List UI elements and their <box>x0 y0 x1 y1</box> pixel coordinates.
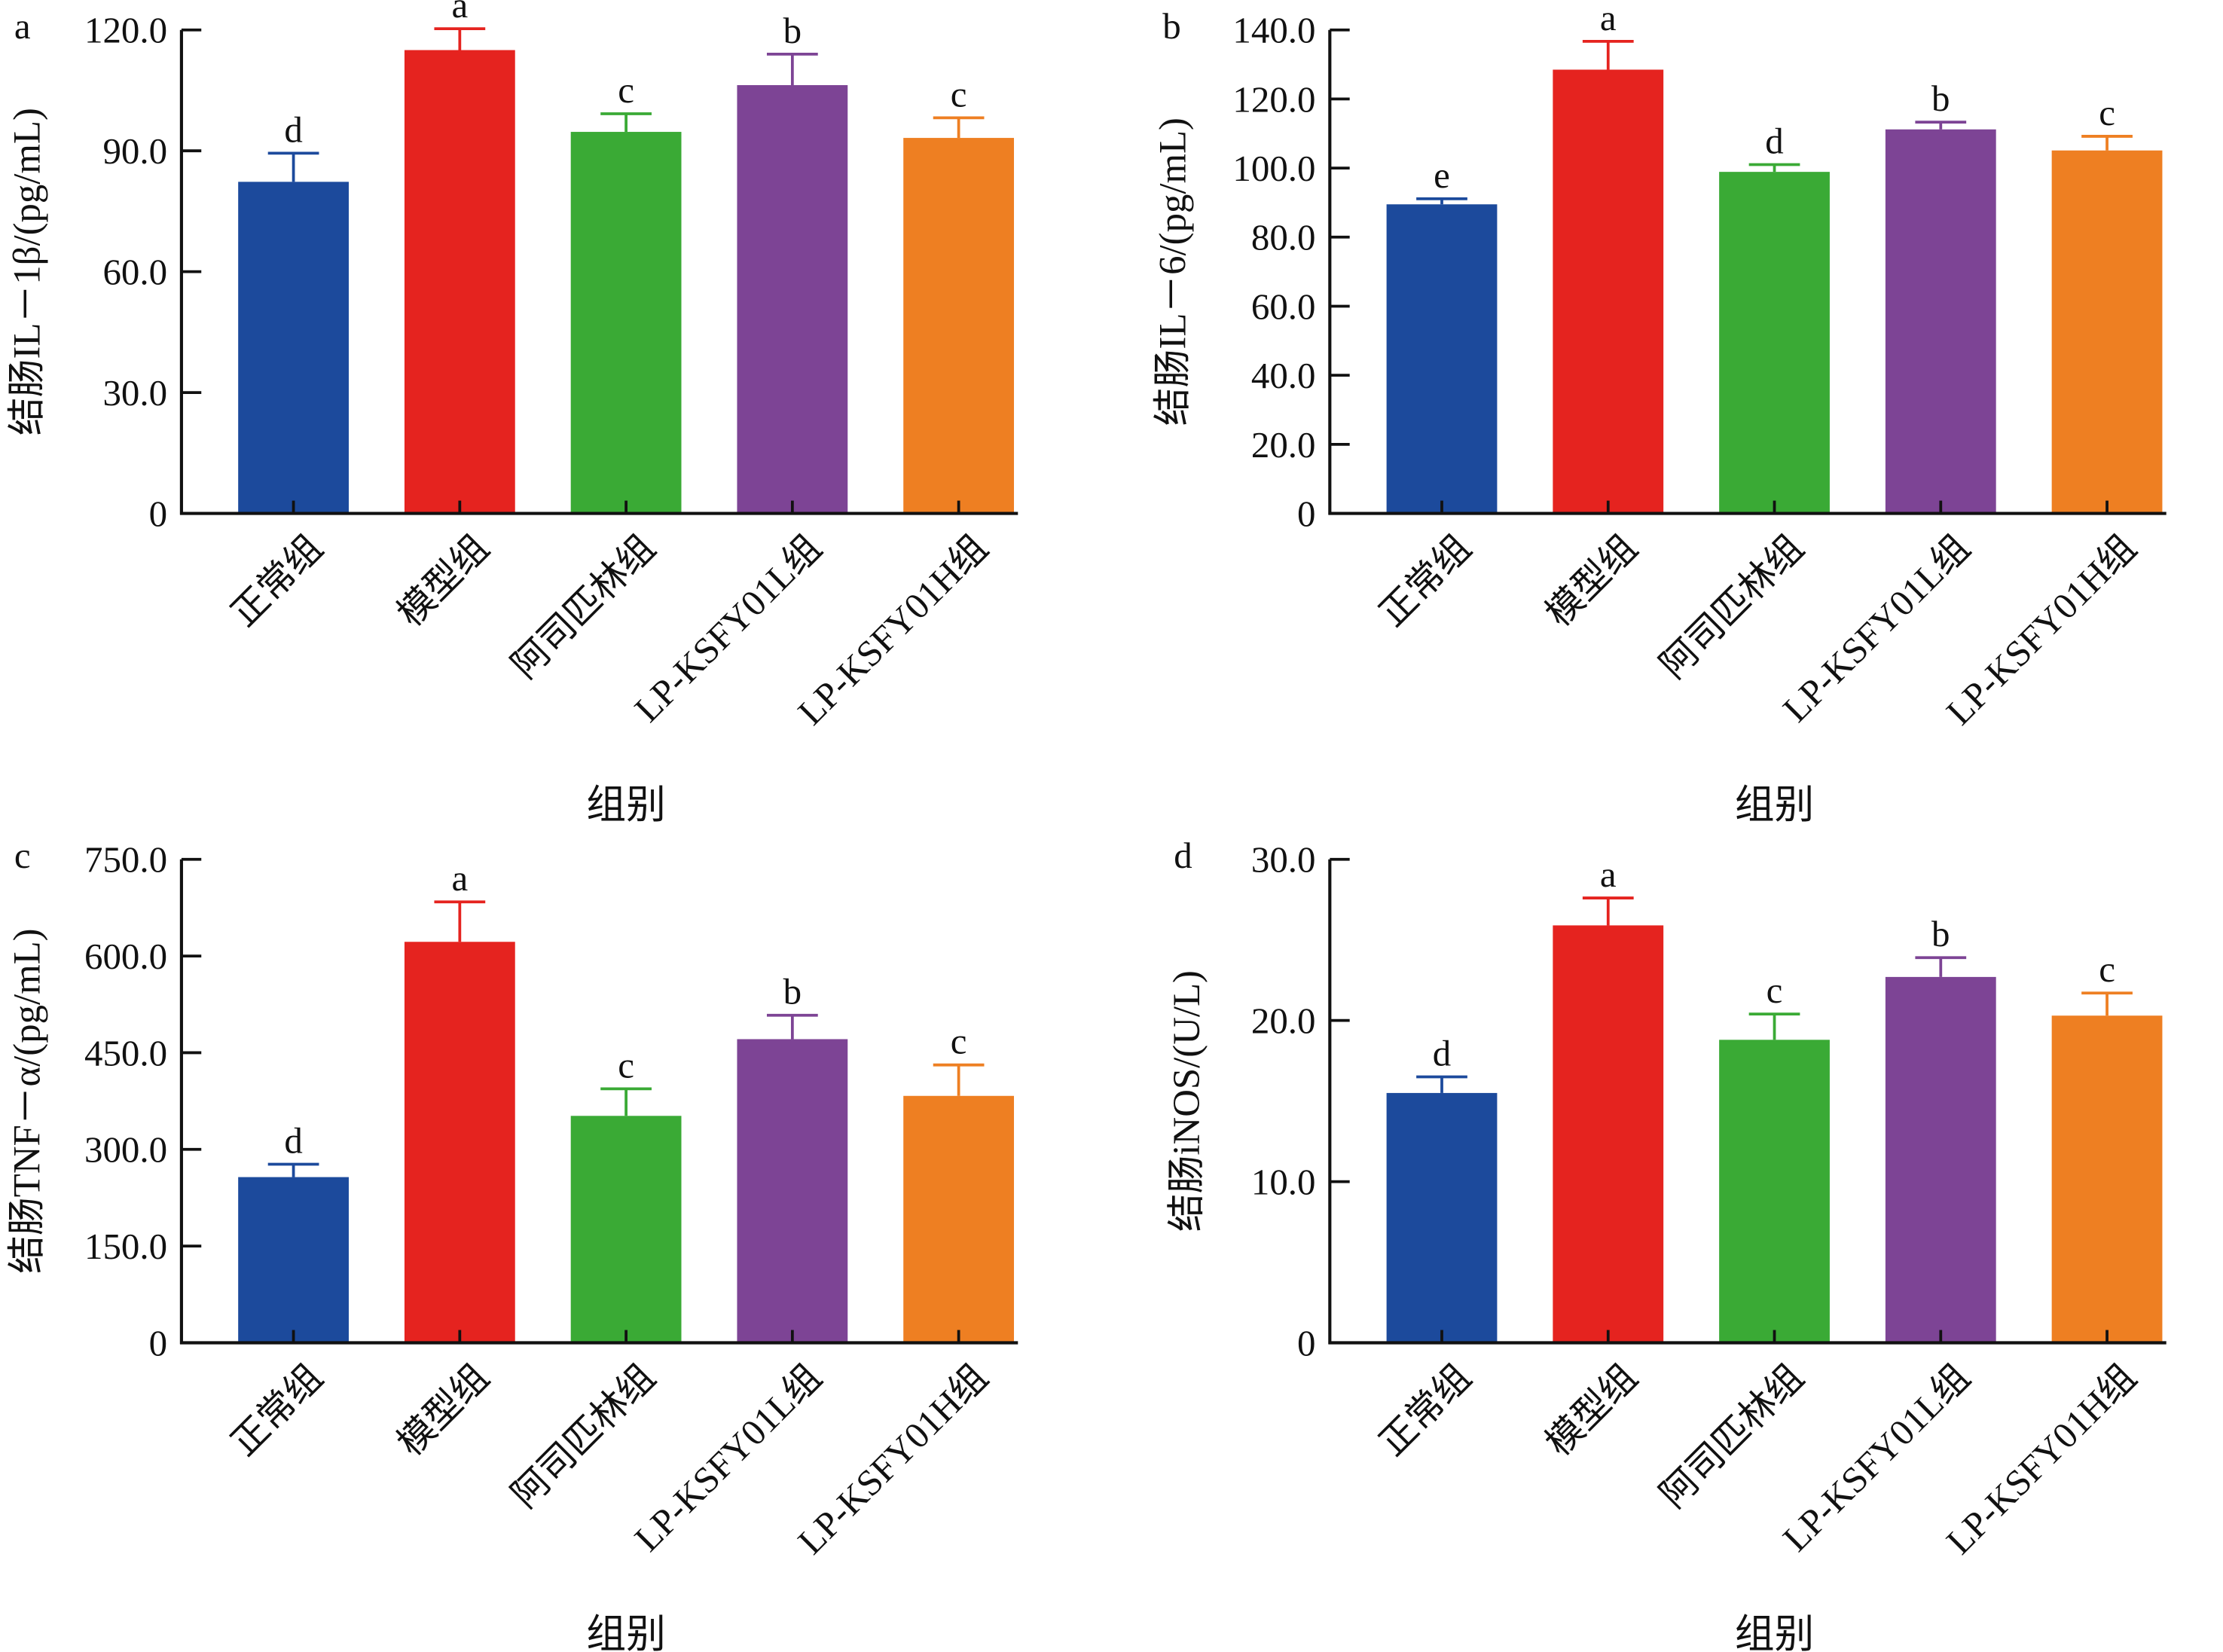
y-axis-title: 结肠IL－6/(pg/mL) <box>1151 118 1193 426</box>
x-tick-label: 阿司匹林组 <box>503 527 663 686</box>
y-tick-label: 0 <box>149 493 167 534</box>
y-tick-label: 0 <box>1297 1322 1315 1363</box>
x-tick-label: 模型组 <box>1537 1356 1645 1464</box>
significance-label: c <box>618 69 634 111</box>
bar <box>1553 69 1664 514</box>
bar <box>570 132 682 514</box>
x-axis-title: 组别 <box>1735 1613 1814 1652</box>
bar <box>404 942 515 1343</box>
y-tick-label: 0 <box>149 1322 167 1363</box>
bar <box>1386 1092 1498 1343</box>
x-tick-label: 阿司匹林组 <box>1652 1356 1812 1516</box>
y-tick-label: 140.0 <box>1232 10 1315 51</box>
significance-label: c <box>618 1044 634 1086</box>
significance-label: b <box>783 10 802 51</box>
y-tick-label: 0 <box>1297 493 1315 534</box>
bar <box>903 1095 1015 1343</box>
x-tick-label: 阿司匹林组 <box>1652 527 1812 686</box>
y-tick-label: 60.0 <box>102 252 167 293</box>
chart-panel-b: be正常组a模型组d阿司匹林组bLP-KSFY01L组cLP-KSFY01H组0… <box>1151 0 2167 827</box>
panel-letter: a <box>14 5 31 47</box>
y-tick-label: 150.0 <box>84 1226 167 1267</box>
y-tick-label: 30.0 <box>1251 839 1316 881</box>
significance-label: c <box>2099 948 2115 990</box>
bar <box>570 1116 682 1343</box>
y-tick-label: 90.0 <box>102 130 167 172</box>
chart-panel-a: ad正常组a模型组c阿司匹林组bLP-KSFY01L组cLP-KSFY01H组0… <box>6 0 1018 827</box>
significance-label: c <box>1766 970 1783 1011</box>
significance-label: c <box>951 73 967 115</box>
x-tick-label: 正常组 <box>223 1356 331 1464</box>
y-axis-title: 结肠iNOS/(U/L) <box>1165 970 1208 1232</box>
significance-label: a <box>1600 853 1617 895</box>
significance-label: d <box>1433 1032 1451 1073</box>
bar <box>404 50 515 514</box>
y-tick-label: 450.0 <box>84 1032 167 1073</box>
x-tick-label: 正常组 <box>1372 527 1479 634</box>
bar <box>1719 172 1830 514</box>
chart-panel-c: cd正常组a模型组c阿司匹林组bLP-KSFY01L组cLP-KSFY01H组0… <box>6 835 1018 1652</box>
x-tick-label: 模型组 <box>389 527 497 634</box>
y-tick-label: 60.0 <box>1251 286 1316 327</box>
x-axis-title: 组别 <box>586 1613 665 1652</box>
bar <box>238 1177 349 1343</box>
panel-letter: d <box>1174 835 1192 876</box>
significance-label: a <box>451 857 468 899</box>
x-axis-title: 组别 <box>1735 783 1814 827</box>
y-axis-title: 结肠IL－1β/(pg/mL) <box>6 108 48 435</box>
chart-panel-d: dd正常组a模型组c阿司匹林组bLP-KSFY01L组cLP-KSFY01H组0… <box>1165 835 2167 1652</box>
significance-label: d <box>284 1119 302 1161</box>
x-tick-label: 正常组 <box>1372 1356 1479 1464</box>
y-tick-label: 20.0 <box>1251 424 1316 466</box>
y-tick-label: 40.0 <box>1251 355 1316 396</box>
significance-label: d <box>284 108 302 150</box>
y-tick-label: 120.0 <box>84 10 167 51</box>
significance-label: b <box>1931 913 1950 954</box>
significance-label: c <box>2099 92 2115 133</box>
significance-label: e <box>1434 154 1450 196</box>
y-tick-label: 20.0 <box>1251 1000 1316 1042</box>
significance-label: a <box>1600 0 1617 38</box>
y-tick-label: 600.0 <box>84 936 167 977</box>
y-axis-title: 结肠TNF－α/(pg/mL) <box>6 928 48 1273</box>
y-tick-label: 300.0 <box>84 1129 167 1171</box>
bar <box>737 1039 848 1343</box>
bar <box>1553 925 1664 1343</box>
y-tick-label: 750.0 <box>84 839 167 881</box>
bar <box>1885 976 1996 1343</box>
y-tick-label: 80.0 <box>1251 217 1316 258</box>
significance-label: b <box>1931 78 1950 119</box>
y-tick-label: 30.0 <box>102 372 167 414</box>
significance-label: b <box>783 971 802 1012</box>
y-tick-label: 10.0 <box>1251 1162 1316 1203</box>
bar <box>1386 204 1498 514</box>
x-tick-label: 正常组 <box>223 527 331 634</box>
x-tick-label: 模型组 <box>389 1356 497 1464</box>
bar <box>2051 150 2163 514</box>
x-tick-label: 模型组 <box>1537 527 1645 634</box>
y-tick-label: 100.0 <box>1232 148 1315 189</box>
bar <box>238 182 349 514</box>
x-tick-label: 阿司匹林组 <box>503 1356 663 1516</box>
significance-label: d <box>1765 120 1783 161</box>
significance-label: c <box>951 1021 967 1062</box>
panel-letter: c <box>14 835 31 876</box>
bar <box>1885 129 1996 514</box>
significance-label: a <box>451 0 468 26</box>
x-axis-title: 组别 <box>586 783 665 827</box>
y-tick-label: 120.0 <box>1232 78 1315 120</box>
panel-letter: b <box>1162 5 1180 47</box>
bar <box>2051 1015 2163 1343</box>
bar <box>737 85 848 514</box>
bar <box>1719 1040 1830 1343</box>
bar <box>903 138 1015 514</box>
